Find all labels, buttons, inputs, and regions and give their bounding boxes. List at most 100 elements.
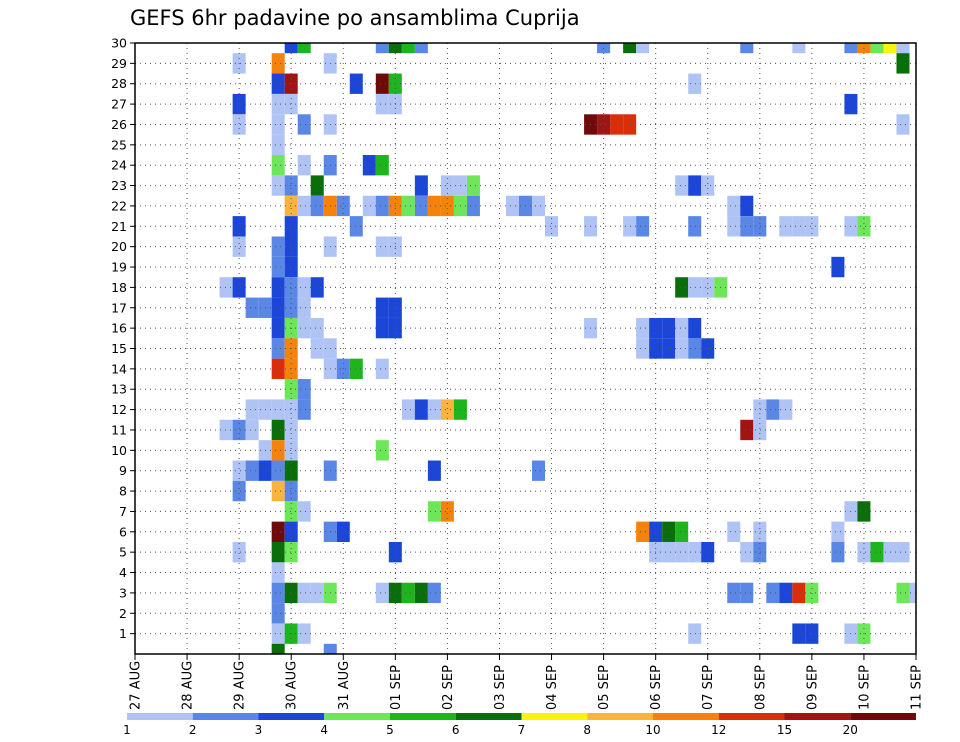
heatmap-cell [662,317,676,339]
y-tick-label: 11 [111,422,127,437]
heatmap-cell [284,541,298,563]
y-tick-label: 14 [111,361,127,376]
heatmap-cell [284,440,298,461]
heatmap-cell [271,297,285,318]
heatmap-cell [896,582,910,604]
heatmap-cell [271,134,285,156]
heatmap-cell [844,43,858,54]
heatmap-cell [284,216,298,237]
heatmap-cell [284,93,298,115]
colorbar-swatch [390,713,456,720]
heatmap-cell [271,460,285,481]
heatmap-cell [232,236,246,257]
y-tick-label: 24 [111,158,127,173]
heatmap-cell [636,43,650,54]
colorbar-swatch [127,713,193,720]
heatmap-cell [245,297,259,318]
heatmap-cell [284,195,298,217]
heatmap-cell [792,216,806,237]
x-tick-label: 01 SEP [389,665,404,710]
heatmap-cell [675,317,689,339]
colorbar-swatch [324,713,390,720]
heatmap-cell [805,216,819,237]
heatmap-cell [284,480,298,502]
heatmap-cell [688,338,702,359]
heatmap-cell [362,155,376,176]
heatmap-cell [375,195,389,217]
heatmap-cell [532,195,546,217]
colorbar-swatch [784,713,851,720]
colorbar-label: 3 [255,723,263,737]
heatmap-cell [310,338,324,359]
heatmap-cell [440,501,454,522]
heatmap-cell [701,541,715,563]
x-tick-label: 04 SEP [545,665,560,710]
heatmap-cell [440,195,454,217]
x-tick-label: 03 SEP [493,665,508,710]
heatmap-cell [857,216,871,237]
heatmap-cell [753,399,767,420]
y-tick-label: 9 [119,463,127,478]
heatmap-cell [597,114,611,135]
y-tick-label: 19 [111,260,127,275]
heatmap-cell [284,175,298,196]
heatmap-cell [271,317,285,339]
colorbar-label: 5 [386,723,394,737]
heatmap-cell [636,521,650,542]
x-tick-label: 07 SEP [701,665,716,710]
colorbar-swatch [192,713,259,720]
heatmap-cell [284,236,298,257]
heatmap-cell [362,195,376,217]
x-tick-label: 02 SEP [441,665,456,710]
colorbar-label: 1 [123,723,131,737]
heatmap-cell [870,541,884,563]
heatmap-cell [271,399,285,420]
heatmap-cell [414,399,428,420]
heatmap-cell [219,277,233,298]
heatmap-cell [232,216,246,237]
y-tick-label: 23 [111,178,127,193]
y-tick-label: 6 [119,524,127,539]
heatmap-cell [636,216,650,237]
y-tick-label: 3 [119,585,127,600]
heatmap-cell [883,43,897,54]
heatmap-cell [505,195,519,217]
x-tick-label: 30 AUG [285,661,300,710]
colorbar-swatch [718,713,785,720]
heatmap-cell [336,195,350,217]
colorbar-label: 15 [777,723,792,737]
colorbar-swatch [653,713,719,720]
heatmap-cell [753,216,767,237]
colorbar-swatch [521,713,588,720]
colorbar-label: 12 [711,723,726,737]
heatmap-cell [675,521,689,542]
heatmap-cell [297,277,311,298]
grid-layer [135,43,916,654]
y-tick-label: 26 [111,117,127,132]
x-tick-label: 05 SEP [597,665,612,710]
colorbar-swatch [258,713,325,720]
heatmap-cell [740,216,754,237]
heatmap-cell [427,399,441,420]
heatmap-cell [271,643,285,654]
heatmap-cell [284,501,298,522]
y-tick-label: 1 [119,626,127,641]
heatmap-cell [792,623,806,644]
heatmap-cell [375,43,389,54]
heatmap-cell [753,521,767,542]
colorbar-label: 8 [583,723,591,737]
heatmap-cell [675,541,689,563]
heatmap-cell [414,582,428,604]
heatmap-cell [857,501,871,522]
heatmap-cell [688,277,702,298]
heatmap-cell [375,297,389,318]
heatmap-cell [688,623,702,644]
heatmap-cell [297,43,311,54]
heatmap-cell [701,175,715,196]
x-tick-label: 08 SEP [753,665,768,710]
heatmap-cell [232,460,246,481]
heatmap-cell [427,460,441,481]
heatmap-cell [896,541,910,563]
